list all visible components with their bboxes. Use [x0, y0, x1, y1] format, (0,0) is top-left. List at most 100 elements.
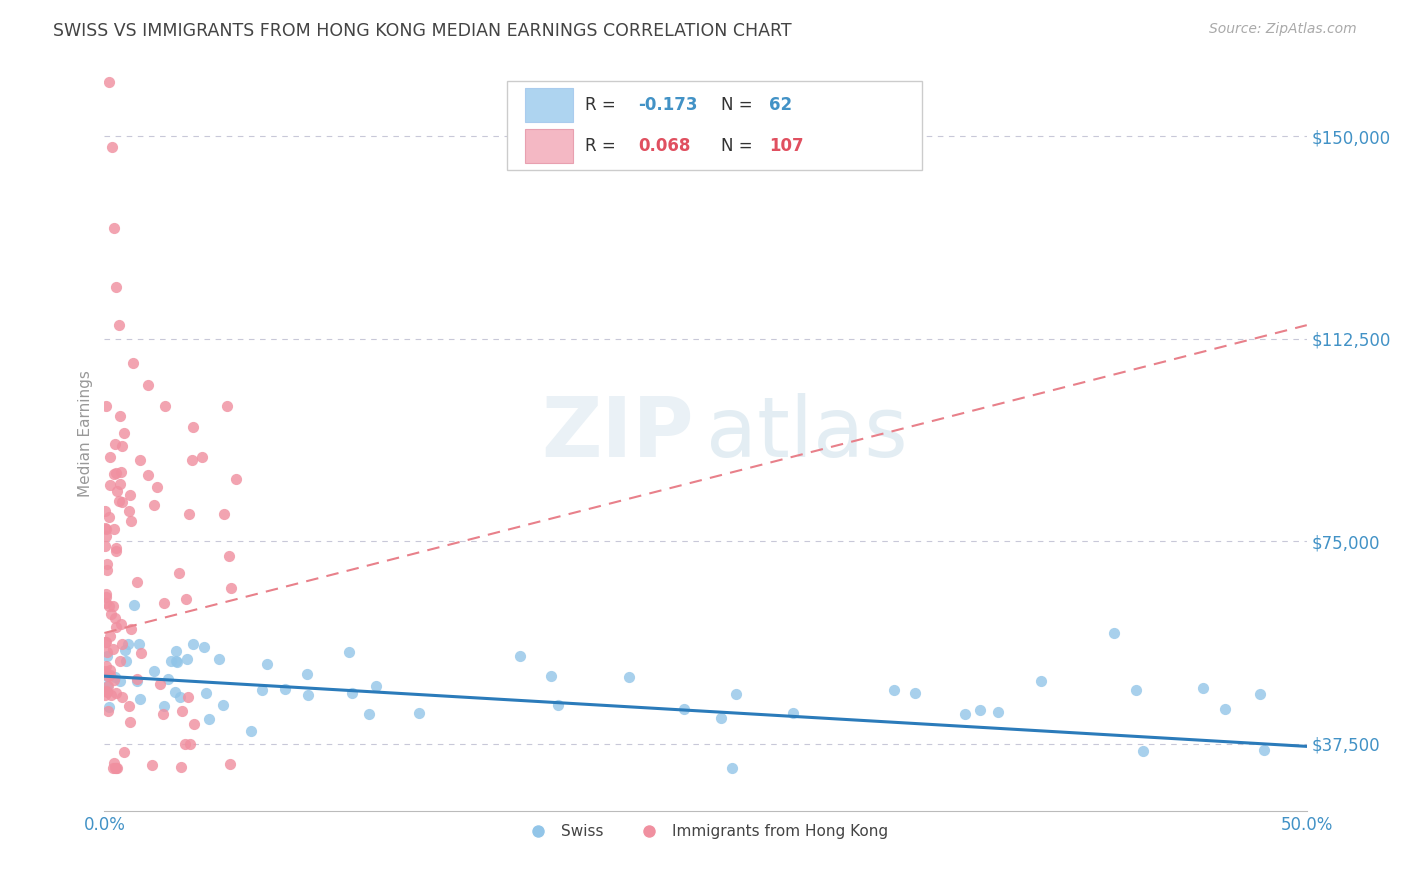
Point — [105, 619, 128, 633]
Point — [94, 503, 117, 517]
Point — [146, 480, 169, 494]
Point — [94, 665, 117, 679]
Point — [152, 707, 174, 722]
Point — [114, 643, 136, 657]
Point — [131, 646, 153, 660]
Point — [191, 450, 214, 464]
Point — [181, 637, 204, 651]
Point — [274, 682, 297, 697]
Point — [217, 399, 239, 413]
Point — [104, 761, 127, 775]
Point — [252, 683, 274, 698]
Point — [156, 672, 179, 686]
Point — [172, 704, 194, 718]
FancyBboxPatch shape — [508, 81, 922, 170]
Point — [103, 642, 125, 657]
Point — [1213, 702, 1236, 716]
Point — [169, 760, 191, 774]
Point — [108, 654, 131, 668]
Point — [143, 498, 166, 512]
Point — [118, 715, 141, 730]
Text: -0.173: -0.173 — [638, 96, 697, 114]
Point — [94, 688, 117, 702]
Point — [129, 692, 152, 706]
Point — [208, 652, 231, 666]
Point — [98, 0, 121, 8]
Point — [104, 686, 127, 700]
Point — [120, 623, 142, 637]
Text: 62: 62 — [769, 96, 793, 114]
Point — [94, 521, 117, 535]
Point — [97, 679, 120, 693]
Point — [1125, 683, 1147, 698]
Point — [297, 688, 319, 702]
Point — [1249, 688, 1271, 702]
Point — [98, 478, 121, 492]
Point — [256, 657, 278, 672]
Point — [101, 761, 124, 775]
Point — [103, 221, 125, 235]
Point — [141, 758, 163, 772]
Point — [148, 676, 170, 690]
Point — [104, 437, 127, 451]
Point — [105, 280, 128, 294]
Point — [96, 685, 118, 699]
Point — [129, 453, 152, 467]
Point — [98, 75, 121, 89]
Point — [673, 702, 696, 716]
Point — [111, 690, 134, 705]
Bar — [526, 88, 574, 121]
Point — [165, 655, 187, 669]
Point — [97, 704, 120, 718]
Text: SWISS VS IMMIGRANTS FROM HONG KONG MEDIAN EARNINGS CORRELATION CHART: SWISS VS IMMIGRANTS FROM HONG KONG MEDIA… — [53, 22, 792, 40]
Point — [177, 690, 200, 704]
Point — [883, 682, 905, 697]
Point — [181, 419, 204, 434]
Point — [219, 581, 242, 595]
Point — [118, 488, 141, 502]
Point — [143, 665, 166, 679]
Point — [98, 599, 121, 614]
Point — [96, 635, 118, 649]
Point — [108, 318, 131, 333]
Point — [98, 628, 121, 642]
Point — [725, 687, 748, 701]
Point — [110, 616, 132, 631]
Point — [122, 598, 145, 612]
Point — [94, 634, 117, 648]
Point — [94, 529, 117, 543]
Point — [105, 541, 128, 555]
Point — [94, 596, 117, 610]
Point — [408, 706, 430, 721]
Point — [117, 504, 139, 518]
Point — [100, 607, 122, 621]
Text: N =: N = — [721, 137, 758, 155]
Text: R =: R = — [585, 137, 621, 155]
Point — [152, 596, 174, 610]
Point — [240, 724, 263, 739]
Point — [193, 640, 215, 655]
Point — [160, 654, 183, 668]
Point — [96, 648, 118, 663]
Point — [167, 566, 190, 581]
Point — [96, 563, 118, 577]
Point — [364, 679, 387, 693]
Point — [94, 659, 117, 673]
Point — [108, 674, 131, 689]
Point — [118, 699, 141, 714]
Point — [100, 140, 122, 154]
Point — [94, 539, 117, 553]
Bar — [526, 129, 574, 162]
Text: R =: R = — [585, 96, 621, 114]
Point — [100, 688, 122, 702]
Point — [103, 756, 125, 770]
Point — [104, 610, 127, 624]
Point — [1192, 681, 1215, 695]
Point — [153, 698, 176, 713]
Point — [105, 761, 128, 775]
Point — [225, 472, 247, 486]
Point — [110, 409, 132, 423]
Point — [169, 690, 191, 704]
Point — [165, 685, 187, 699]
Point — [547, 698, 569, 712]
